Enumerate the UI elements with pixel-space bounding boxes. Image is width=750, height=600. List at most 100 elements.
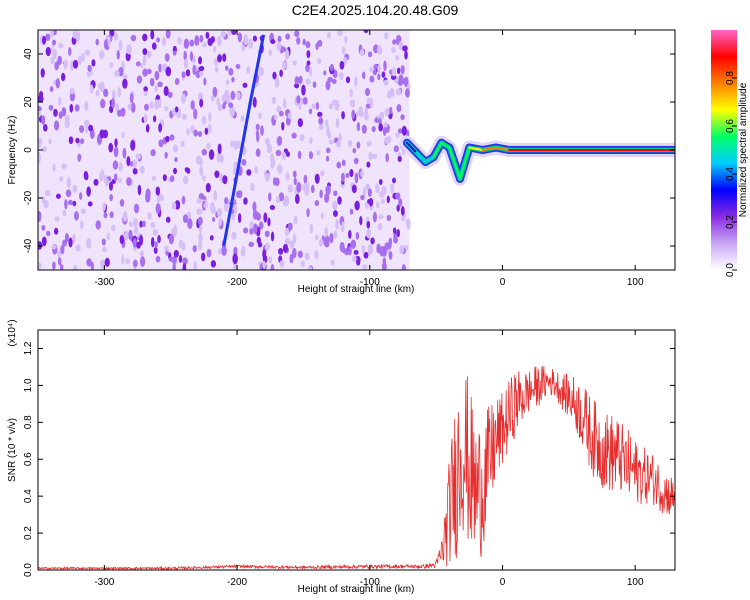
noise-speck	[79, 220, 84, 230]
noise-speck	[55, 78, 60, 89]
noise-speck	[146, 68, 152, 75]
noise-speck	[300, 260, 305, 268]
noise-speck	[246, 169, 252, 176]
noise-speck	[306, 60, 311, 66]
noise-speck	[91, 59, 96, 67]
noise-speck	[108, 142, 114, 153]
noise-speck	[69, 87, 75, 95]
noise-speck	[158, 139, 164, 148]
drift-trace	[222, 34, 266, 247]
noise-speck	[230, 90, 236, 100]
spectrogram-x-ticks: -300 -200 -100 0 100	[94, 30, 644, 288]
noise-speck	[217, 35, 222, 47]
noise-speck	[132, 238, 137, 248]
noise-speck	[277, 247, 284, 255]
noise-speck	[222, 102, 226, 110]
noise-speck	[173, 144, 179, 153]
noise-speck	[123, 74, 128, 80]
noise-speck	[100, 169, 104, 178]
noise-speck	[354, 76, 358, 87]
noise-speck	[243, 34, 249, 46]
noise-speck	[228, 68, 234, 76]
noise-speck	[210, 36, 215, 43]
noise-speck	[103, 39, 108, 50]
noise-speck	[197, 216, 203, 226]
carrier-core	[468, 146, 484, 151]
carrier-core	[415, 151, 427, 163]
x-tick-label: 0	[500, 577, 506, 588]
noise-speck	[362, 187, 367, 198]
noise-speck	[73, 211, 79, 221]
noise-speck	[165, 216, 171, 223]
noise-speck	[153, 246, 158, 254]
noise-speck	[277, 164, 283, 174]
carrier-core	[459, 146, 471, 180]
noise-speck	[181, 195, 186, 205]
noise-speck	[368, 151, 373, 161]
noise-speck	[64, 199, 68, 210]
noise-speck	[252, 201, 257, 212]
noise-speck	[51, 244, 57, 250]
noise-speck	[302, 182, 308, 192]
noise-speck	[242, 82, 248, 88]
noise-speck	[217, 143, 222, 155]
noise-speck	[270, 263, 275, 270]
noise-speck	[257, 241, 263, 248]
noise-speck	[160, 64, 166, 71]
noise-speck	[375, 185, 380, 194]
noise-speck	[296, 182, 302, 193]
colorbar-tick-label: 0.4	[725, 167, 736, 181]
noise-speck	[319, 189, 323, 199]
noise-speck	[151, 42, 157, 50]
noise-speck	[149, 101, 154, 110]
noise-speck	[331, 99, 338, 106]
noise-speck	[165, 66, 172, 77]
x-tick-label: -300	[94, 277, 114, 288]
noise-speck	[142, 68, 148, 77]
noise-speck	[142, 48, 148, 56]
noise-speck	[306, 50, 311, 59]
noise-speck	[169, 134, 175, 141]
noise-speck	[284, 227, 290, 237]
noise-speck	[323, 70, 327, 76]
noise-speck	[361, 124, 367, 134]
noise-speck	[312, 81, 317, 88]
noise-speck	[269, 204, 276, 211]
noise-speck	[353, 157, 359, 165]
noise-speck	[170, 175, 175, 183]
noise-speck	[98, 82, 103, 91]
noise-speck	[198, 193, 205, 200]
noise-speck	[130, 34, 137, 42]
noise-speck	[398, 198, 403, 207]
noise-speck	[68, 237, 73, 248]
noise-speck	[62, 239, 67, 247]
noise-speck	[164, 245, 169, 252]
noise-speck	[204, 127, 209, 135]
noise-speck	[150, 30, 155, 40]
noise-speck	[72, 184, 78, 193]
noise-speck	[345, 76, 351, 84]
noise-speck	[317, 58, 322, 65]
noise-speck	[383, 121, 388, 128]
noise-speck	[152, 115, 157, 123]
noise-speck	[136, 75, 143, 84]
noise-speck	[352, 254, 357, 263]
noise-speck	[199, 165, 204, 177]
noise-speck	[330, 63, 334, 72]
noise-speck	[370, 237, 375, 245]
noise-speck	[232, 203, 238, 215]
noise-speck	[249, 220, 254, 229]
noise-speck	[351, 109, 356, 120]
noise-speck	[233, 262, 238, 270]
noise-speck	[241, 158, 247, 166]
noise-speck	[350, 239, 357, 250]
noise-speck	[67, 199, 73, 206]
noise-speck	[150, 237, 155, 248]
noise-speck	[106, 232, 110, 241]
noise-speck	[203, 202, 208, 209]
noise-speck	[177, 36, 182, 45]
noise-speck	[392, 39, 397, 45]
noise-speck	[260, 125, 264, 136]
noise-speck	[386, 214, 392, 222]
